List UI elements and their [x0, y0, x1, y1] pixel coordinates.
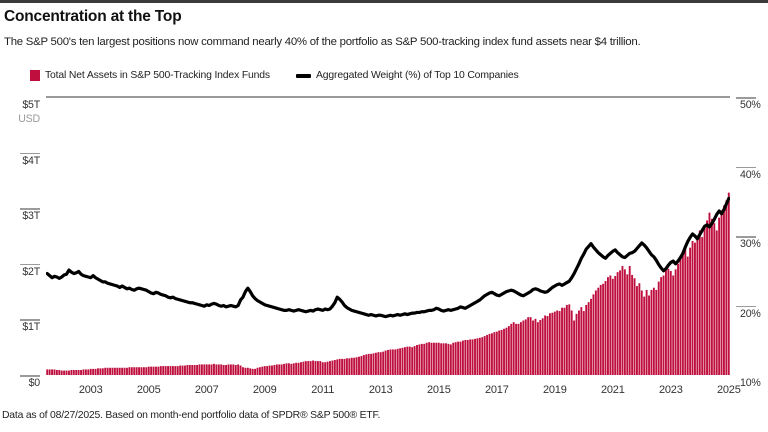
x-axis-label: 2021 — [600, 384, 625, 396]
right-axis-label: 20% — [740, 307, 761, 320]
chart-footnote: Data as of 08/27/2025. Based on month-en… — [2, 410, 380, 421]
x-axis-label: 2015 — [426, 384, 451, 396]
right-axis-label: 40% — [740, 168, 761, 181]
left-axis-tick — [20, 208, 40, 210]
left-axis-label: $5T — [22, 99, 40, 111]
chart-canvas — [46, 192, 730, 375]
left-axis-tick — [20, 152, 40, 155]
legend-item-bars: Total Net Assets in S&P 500-Tracking Ind… — [30, 70, 270, 81]
x-axis-label: 2005 — [136, 384, 161, 396]
legend-label-line: Aggregated Weight (%) of Top 10 Companie… — [315, 70, 519, 81]
x-axis-label: 2003 — [78, 384, 103, 396]
left-axis-label: $4T — [22, 154, 40, 167]
x-axis-label: 2013 — [368, 384, 393, 396]
legend-label-bars: Total Net Assets in S&P 500-Tracking Ind… — [45, 70, 270, 81]
legend-item-line: Aggregated Weight (%) of Top 10 Companie… — [295, 70, 519, 81]
right-axis-label: 50% — [740, 99, 761, 111]
left-axis-label: $2T — [22, 265, 40, 278]
left-axis-unit: USD — [18, 113, 40, 125]
x-axis-label: 2017 — [484, 384, 509, 396]
right-axis-tick — [736, 97, 756, 99]
x-axis-label: 2019 — [542, 384, 567, 396]
right-axis-tick — [736, 166, 756, 169]
left-axis-tick — [20, 319, 40, 321]
x-axis-label: 2007 — [194, 384, 219, 396]
left-axis-tick — [20, 375, 40, 377]
left-axis-label: $1T — [22, 321, 40, 334]
plot-area — [46, 97, 730, 375]
page-subtitle: The S&P 500's ten largest positions now … — [4, 36, 641, 48]
left-axis-tick — [20, 263, 40, 266]
footnote-text: Data as of 08/27/2025. Based on month-en… — [2, 410, 381, 421]
right-axis-tick — [736, 305, 756, 308]
x-axis-label: 2025 — [716, 384, 741, 396]
x-axis-label: 2009 — [252, 384, 277, 396]
right-axis-label: 30% — [740, 238, 761, 250]
legend-line-swatch-icon — [295, 73, 311, 78]
plot-top-gridline — [46, 96, 730, 98]
x-axis-label: 2023 — [658, 384, 683, 396]
left-axis-label: $3T — [22, 210, 40, 223]
legend-square-swatch-icon — [30, 70, 40, 81]
right-axis-tick — [736, 236, 756, 238]
left-axis-label: $0 — [28, 377, 41, 389]
top-rule — [0, 0, 768, 3]
chart-legend: Total Net Assets in S&P 500-Tracking Ind… — [30, 70, 519, 81]
page-title: Concentration at the Top — [4, 8, 182, 25]
right-axis-label: 10% — [740, 377, 761, 389]
x-axis-label: 2011 — [311, 384, 335, 396]
